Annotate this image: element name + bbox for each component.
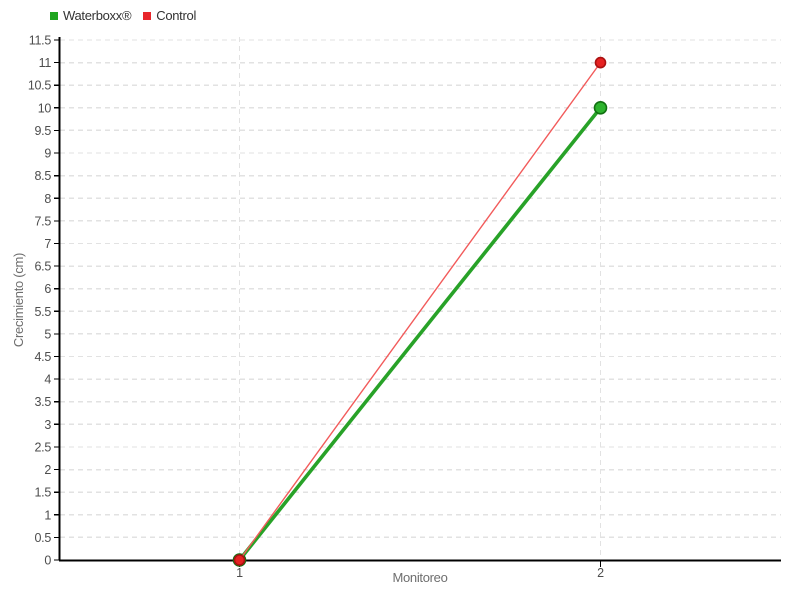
tick-marks (54, 39, 602, 567)
y-tick-label: 6 (44, 282, 51, 296)
y-axis-title: Crecimiento (cm) (11, 253, 26, 347)
gridlines (60, 37, 781, 559)
y-tick-label: 10.5 (28, 79, 51, 93)
data-point-marker (233, 554, 246, 566)
tick-labels: 00.511.522.533.544.555.566.577.588.599.5… (28, 34, 605, 581)
y-tick-label: 3.5 (35, 395, 52, 409)
y-tick-label: 6.5 (35, 260, 52, 274)
data-point-marker (593, 101, 608, 115)
y-tick-label: 11.5 (29, 34, 52, 48)
y-tick-label: 7 (44, 237, 51, 251)
y-tick-label: 2.5 (35, 440, 52, 454)
x-axis-title: Monitoreo (392, 570, 447, 585)
y-tick-label: 5.5 (35, 305, 52, 319)
series-line (237, 106, 603, 562)
waterboxx-swatch-icon (50, 11, 58, 20)
y-tick-label: 1 (44, 508, 51, 522)
x-tick-label: 1 (236, 566, 243, 580)
control-swatch-icon (143, 11, 152, 20)
y-tick-label: 1.5 (35, 486, 52, 500)
y-tick-label: 10 (38, 101, 52, 115)
x-tick-label: 2 (597, 566, 604, 580)
y-tick-label: 4.5 (35, 350, 52, 364)
y-tick-label: 4 (44, 373, 51, 387)
legend-label: Control (156, 8, 197, 23)
y-tick-label: 5 (44, 327, 51, 341)
y-tick-label: 9.5 (35, 124, 52, 138)
series-line (238, 61, 602, 561)
y-tick-label: 0 (44, 554, 51, 568)
legend-item-waterboxx[interactable]: Waterboxx® (50, 8, 132, 23)
y-tick-label: 8 (44, 192, 51, 206)
data-point-marker (594, 56, 607, 69)
y-tick-label: 3 (44, 418, 51, 432)
legend-item-control[interactable]: Control (143, 9, 196, 22)
legend-label: Waterboxx® (63, 8, 132, 23)
y-tick-label: 11 (39, 56, 52, 70)
y-tick-label: 7.5 (35, 214, 52, 228)
axes (58, 37, 781, 562)
series-control (233, 56, 607, 566)
y-tick-label: 8.5 (35, 169, 52, 183)
y-tick-label: 0.5 (35, 531, 52, 545)
y-tick-label: 9 (44, 147, 51, 161)
chart-legend: Waterboxx® Control (50, 9, 196, 22)
y-tick-label: 2 (44, 463, 51, 477)
